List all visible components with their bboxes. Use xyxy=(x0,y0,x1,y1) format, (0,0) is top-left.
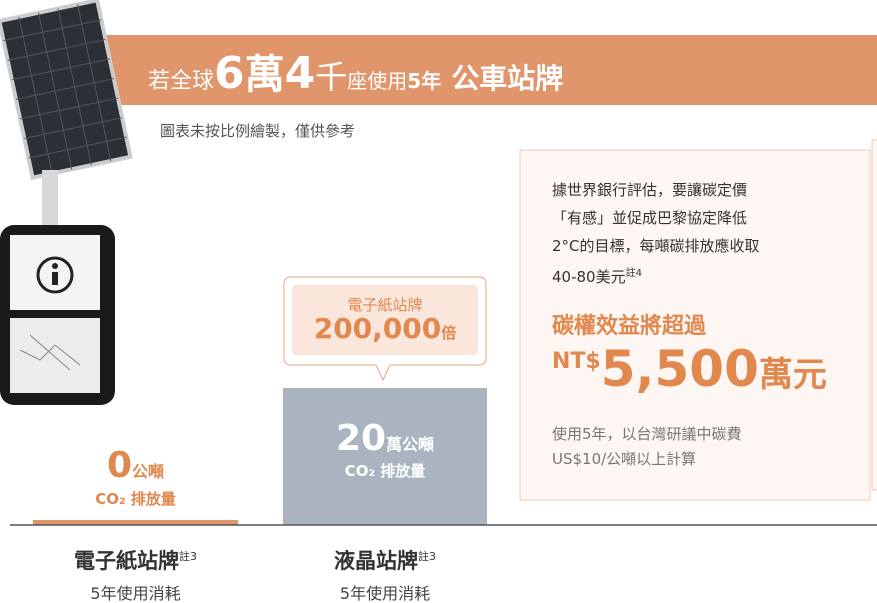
info-icon xyxy=(52,272,58,285)
lcd-unit: 萬公噸 xyxy=(386,435,435,454)
info-icon xyxy=(36,256,74,294)
panel-line: 2°C的目標，每噸碳排放應收取 xyxy=(552,237,760,255)
panel-text: 據世界銀行評估，要讓碳定價 「有感」並促成巴黎協定降低 2°C的目標，每噸碳排放… xyxy=(552,176,760,291)
banner xyxy=(105,35,877,105)
panel-line: 據世界銀行評估，要讓碳定價 xyxy=(552,181,748,199)
title: 若全球6萬4千座使用5年 公車站牌 xyxy=(148,42,563,100)
panel-line: 「有感」並促成巴黎協定降低 xyxy=(552,209,748,227)
epaper-unit: 公噸 xyxy=(132,462,165,481)
title-part: 4 xyxy=(284,48,316,99)
footnote: 註3 xyxy=(418,550,436,563)
basis-line: US$10/公噸以上計算 xyxy=(552,450,697,468)
note: 圖表未按比例繪製，僅供參考 xyxy=(160,122,356,140)
callout-title: 電子紙站牌 xyxy=(347,296,423,314)
info-icon xyxy=(52,263,58,269)
amount: 5,500 xyxy=(600,340,759,398)
lcd-sub: 5年使用消耗 xyxy=(339,584,431,603)
currency: NT$ xyxy=(552,349,601,374)
footnote: 註3 xyxy=(179,550,197,563)
panel-line: 40-80美元 xyxy=(552,268,626,286)
epaper-label: CO₂ 排放量 xyxy=(95,490,176,508)
callout-fill xyxy=(292,285,478,355)
lcd-label: CO₂ 排放量 xyxy=(344,462,426,480)
title-part: 千 xyxy=(315,58,348,96)
amount-unit: 萬元 xyxy=(758,355,827,395)
epaper-name: 電子紙站牌 xyxy=(74,549,179,573)
lcd-name: 液晶站牌 xyxy=(334,549,418,573)
pole xyxy=(42,170,58,230)
epaper-bar xyxy=(33,520,238,525)
lcd-value: 20 xyxy=(335,418,387,459)
sign-map xyxy=(10,318,100,393)
panel-basis: 使用5年，以台灣研議中碳費 US$10/公噸以上計算 xyxy=(552,422,742,472)
epaper-sub: 5年使用消耗 xyxy=(90,584,181,603)
basis-line: 使用5年，以台灣研議中碳費 xyxy=(552,425,742,443)
title-part: 6 xyxy=(214,48,245,99)
title-part: 公車站牌 xyxy=(451,62,564,95)
title-part: 座使用 xyxy=(347,69,408,93)
next-panel xyxy=(871,139,877,491)
callout-unit: 倍 xyxy=(441,324,457,342)
callout-value: 200,000 xyxy=(313,312,442,345)
panel-headline: 碳權效益將超過 xyxy=(552,314,707,339)
info-panel xyxy=(519,149,871,501)
title-part: 若全球 xyxy=(148,69,215,94)
footnote: 註4 xyxy=(625,268,642,279)
solar-panel xyxy=(0,0,133,180)
map-lines xyxy=(19,334,81,371)
title-part: 萬 xyxy=(244,52,285,98)
title-part: 5年 xyxy=(407,69,442,93)
epaper-value: 0 xyxy=(106,445,133,486)
lcd-bar xyxy=(283,388,487,525)
